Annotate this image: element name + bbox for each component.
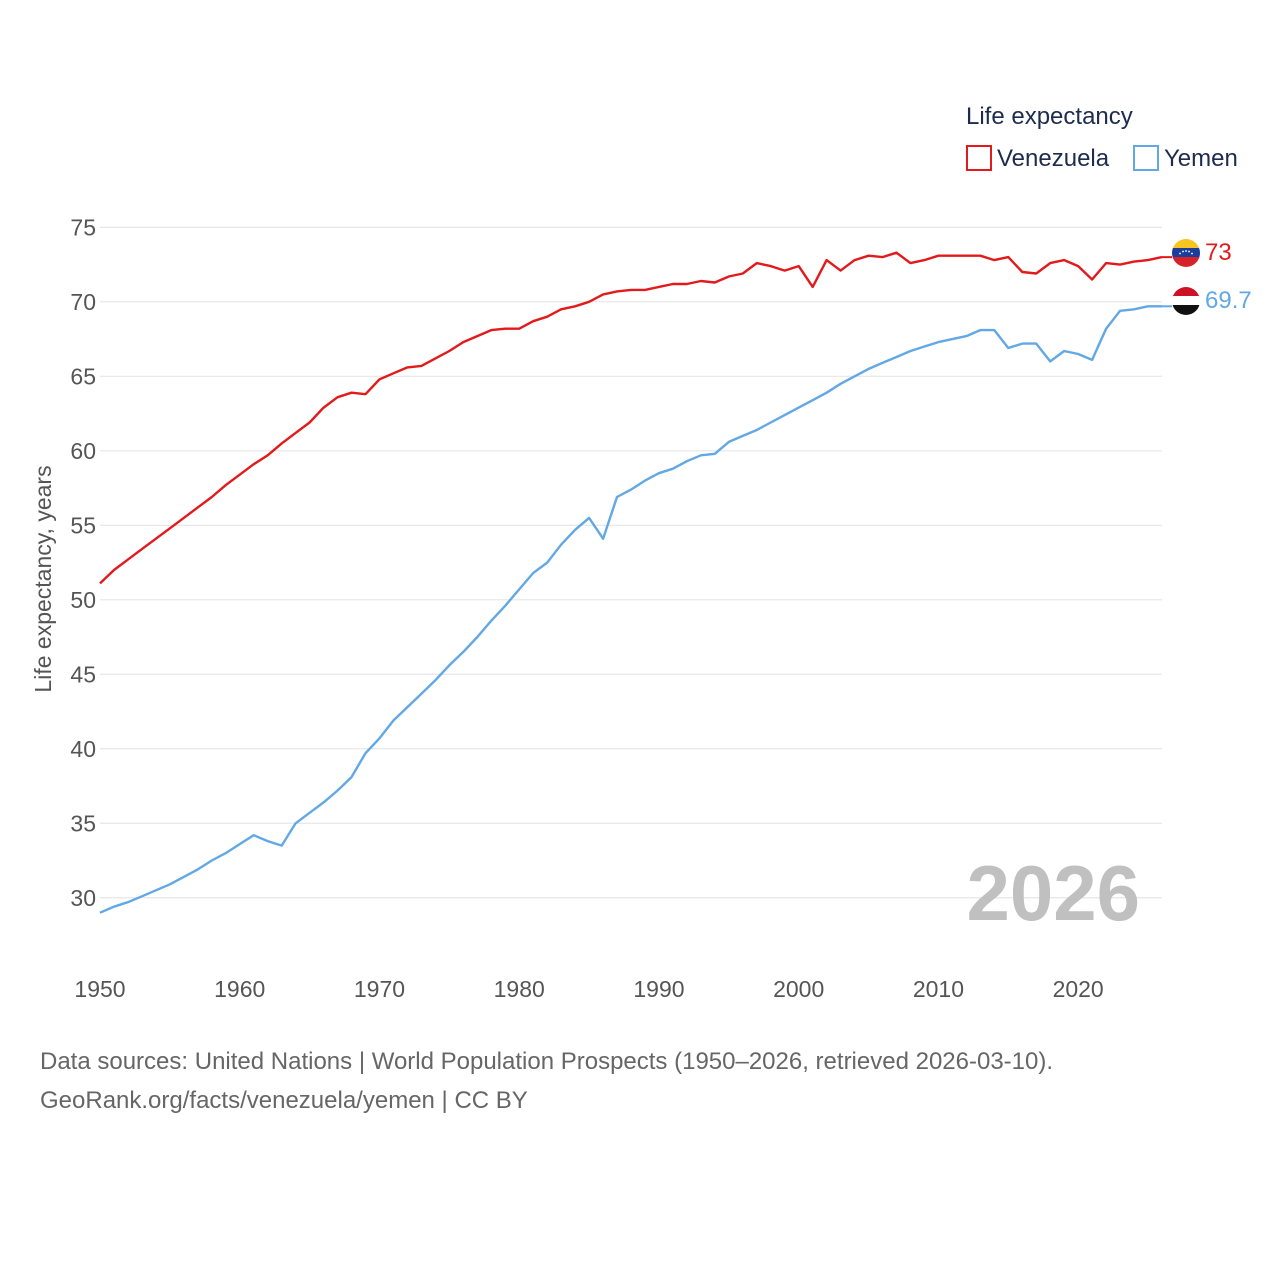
legend-item-yemen[interactable]: Yemen	[1133, 145, 1238, 172]
y-axis-title: Life expectancy, years	[30, 465, 56, 692]
y-tick-label: 75	[70, 214, 96, 240]
series-line-venezuela	[99, 251, 1163, 585]
series-line-yemen	[99, 305, 1162, 914]
x-tick-label: 2000	[773, 976, 824, 1002]
year-watermark: 2026	[966, 849, 1140, 937]
y-tick-label: 70	[70, 289, 96, 315]
source-note: Data sources: United Nations | World Pop…	[40, 1042, 1260, 1120]
y-tick-label: 65	[70, 363, 96, 389]
venezuela-flag-icon	[1172, 239, 1200, 267]
x-tick-label: 1990	[633, 976, 684, 1002]
venezuela-end-value: 73	[1205, 239, 1232, 266]
y-tick-label: 40	[70, 736, 96, 762]
y-tick-label: 35	[70, 810, 96, 836]
y-tick-label: 30	[70, 885, 96, 911]
y-tick-label: 50	[70, 587, 96, 613]
y-tick-label: 45	[70, 661, 96, 687]
series-lines	[99, 251, 1172, 914]
legend-item-venezuela[interactable]: Venezuela	[966, 145, 1110, 172]
x-tick-label: 2010	[913, 976, 964, 1002]
y-axis-ticks: 30 35 40 45 50 55 60 65 70 75	[70, 214, 96, 910]
x-tick-label: 1970	[354, 976, 405, 1002]
legend-swatch-yemen	[1133, 145, 1159, 171]
x-tick-label: 1980	[494, 976, 545, 1002]
legend-label-yemen: Yemen	[1164, 145, 1238, 172]
y-tick-label: 55	[70, 512, 96, 538]
yemen-flag-icon	[1172, 287, 1200, 315]
y-tick-label: 60	[70, 438, 96, 464]
grid-lines	[100, 226, 1162, 899]
legend-swatch-venezuela	[966, 145, 992, 171]
legend-label-venezuela: Venezuela	[997, 145, 1110, 172]
yemen-end-value: 69.7	[1205, 287, 1252, 314]
x-tick-label: 2020	[1053, 976, 1104, 1002]
source-line-data: Data sources: United Nations | World Pop…	[40, 1048, 1054, 1075]
legend: Life expectancy Venezuela Yemen	[966, 103, 1238, 172]
source-line-link[interactable]: GeoRank.org/facts/venezuela/yemen | CC B…	[40, 1087, 528, 1114]
x-tick-label: 1950	[74, 976, 125, 1002]
legend-title: Life expectancy	[966, 103, 1133, 130]
x-tick-label: 1960	[214, 976, 265, 1002]
x-axis-ticks: 1950 1960 1970 1980 1990 2000 2010 2020	[74, 976, 1103, 1002]
